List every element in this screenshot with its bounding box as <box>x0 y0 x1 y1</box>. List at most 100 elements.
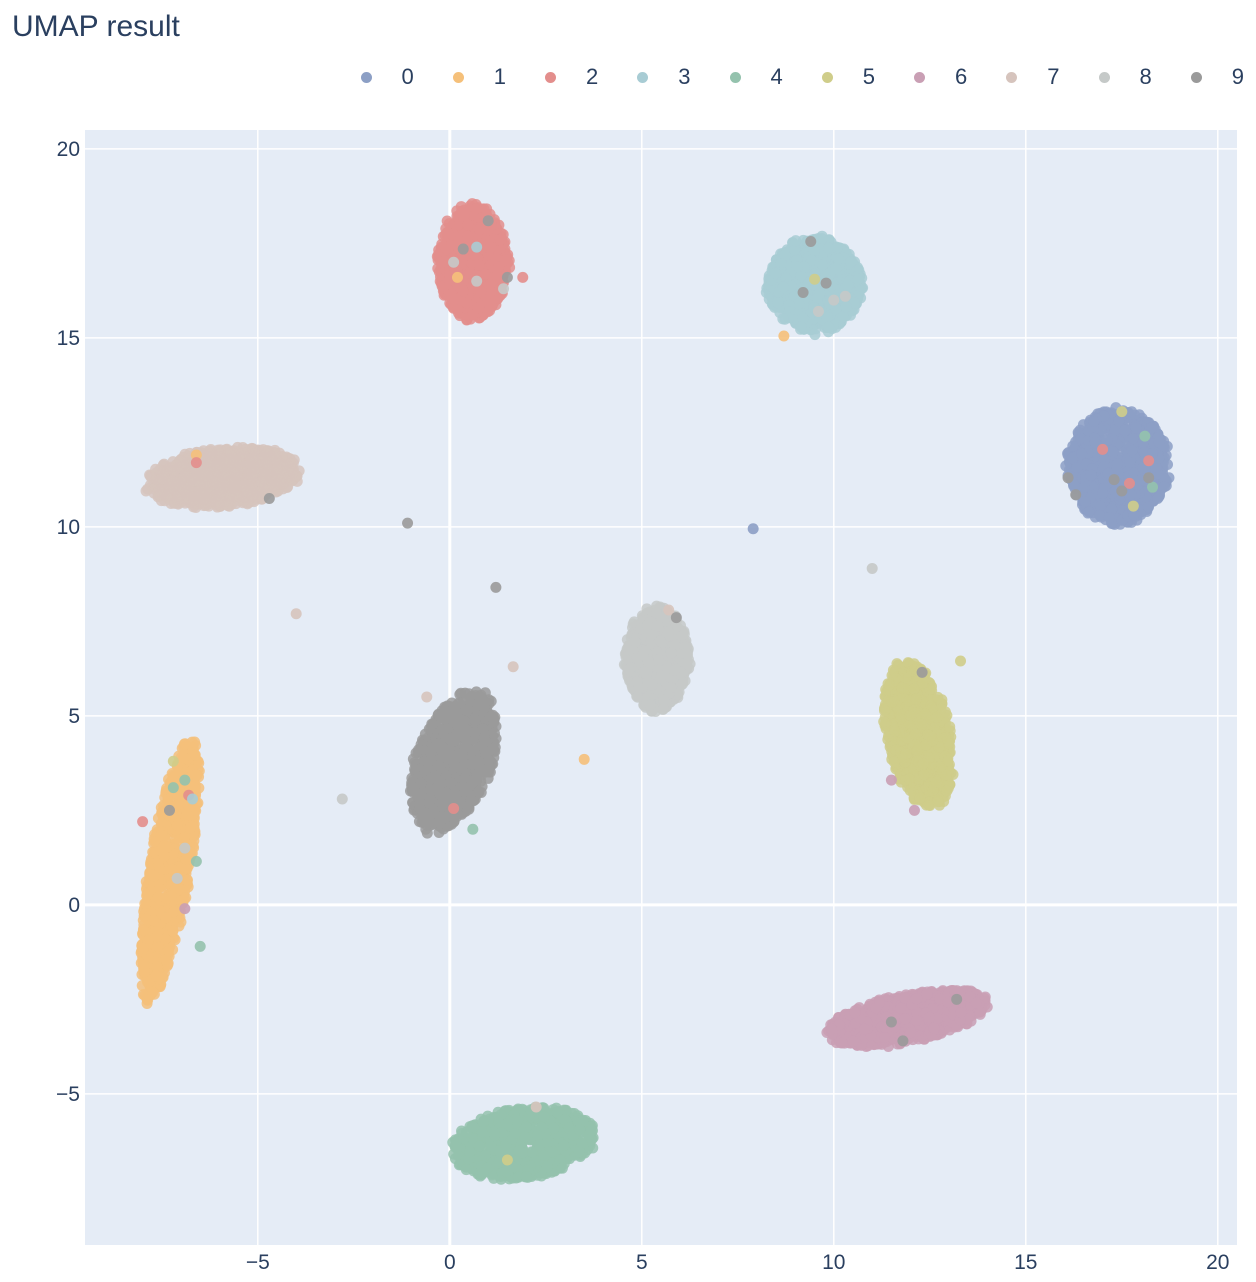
point-series-0 <box>1150 461 1162 473</box>
point-series-2 <box>473 259 485 271</box>
point-series-0 <box>1137 462 1149 474</box>
legend-marker <box>821 71 833 83</box>
legend[interactable]: 0 1 2 3 4 5 6 7 8 9 <box>322 64 1244 90</box>
point-series-1 <box>189 749 201 761</box>
point-series-0 <box>1071 462 1083 474</box>
point-series-4 <box>573 1146 585 1158</box>
point-series-0 <box>1079 496 1091 508</box>
point-series-4 <box>558 1139 570 1151</box>
legend-item-9[interactable]: 9 <box>1190 64 1244 90</box>
point-series-0 <box>1146 422 1158 434</box>
point-series-2 <box>481 203 493 215</box>
point-series-4 <box>538 1149 550 1161</box>
point-series-4 <box>556 1162 568 1174</box>
point-series-0 <box>1127 433 1139 445</box>
point-series-1 <box>138 924 150 936</box>
grid-lines <box>85 130 1237 1245</box>
legend-item-0[interactable]: 0 <box>360 64 414 90</box>
point-series-3 <box>772 297 784 309</box>
point-series-1 <box>178 752 190 764</box>
point-series-1 <box>150 970 162 982</box>
point-series-0 <box>1125 489 1137 501</box>
point-series-4 <box>532 1130 544 1142</box>
point-series-4 <box>460 1164 472 1176</box>
point-series-0 <box>1089 437 1101 449</box>
point-series-3 <box>832 253 844 265</box>
point-series-1 <box>190 769 202 781</box>
point-series-0 <box>1162 459 1174 471</box>
legend-label: 2 <box>586 64 599 89</box>
point-series-4 <box>533 1139 545 1151</box>
legend-item-5[interactable]: 5 <box>821 64 875 90</box>
point-series-3 <box>769 267 781 279</box>
point-series-2 <box>452 304 464 316</box>
legend-item-3[interactable]: 3 <box>637 64 691 90</box>
legend-label: 3 <box>678 64 691 89</box>
data-points <box>135 198 1175 1185</box>
point-series-1 <box>167 925 179 937</box>
point-series-1 <box>148 870 160 882</box>
legend-item-8[interactable]: 8 <box>1098 64 1152 90</box>
point-series-3 <box>789 244 801 256</box>
point-series-0 <box>1112 458 1124 470</box>
point-series-3 <box>830 263 842 275</box>
point-series-4 <box>449 1141 461 1153</box>
point-series-0 <box>1126 445 1138 457</box>
point-series-0 <box>1085 469 1097 481</box>
point-series-0 <box>1152 492 1164 504</box>
legend-label: 4 <box>770 64 783 89</box>
legend-label: 6 <box>955 64 968 89</box>
legend-marker <box>729 71 741 83</box>
legend-item-4[interactable]: 4 <box>729 64 783 90</box>
point-series-2 <box>503 255 515 267</box>
point-series-1 <box>173 798 185 810</box>
point-series-1 <box>141 997 153 1009</box>
point-series-1 <box>160 912 172 924</box>
point-series-2 <box>475 285 487 297</box>
legend-item-1[interactable]: 1 <box>452 64 506 90</box>
point-series-0 <box>1113 415 1125 427</box>
point-series-0 <box>1097 487 1109 499</box>
point-series-1 <box>147 914 159 926</box>
point-series-1 <box>158 840 170 852</box>
point-series-0 <box>1109 424 1121 436</box>
point-series-1 <box>138 966 150 978</box>
point-series-1 <box>152 892 164 904</box>
legend-item-2[interactable]: 2 <box>545 64 598 90</box>
point-series-0 <box>1153 436 1165 448</box>
point-series-0 <box>1130 422 1142 434</box>
point-series-2 <box>474 223 486 235</box>
point-series-1 <box>181 874 193 886</box>
point-series-1 <box>180 853 192 865</box>
point-series-3 <box>831 242 843 254</box>
legend-marker <box>545 71 556 83</box>
point-series-3 <box>840 301 852 313</box>
point-series-4 <box>541 1161 553 1173</box>
point-series-4 <box>520 1171 532 1183</box>
point-series-1 <box>168 770 180 782</box>
point-series-0 <box>1066 452 1078 464</box>
legend-marker <box>1006 71 1018 83</box>
point-series-0 <box>1060 460 1072 472</box>
point-series-0 <box>1094 500 1106 512</box>
point-series-2 <box>462 219 474 231</box>
point-series-3 <box>793 298 805 310</box>
point-series-1 <box>151 931 163 943</box>
point-series-4 <box>473 1140 485 1152</box>
legend-item-6[interactable]: 6 <box>914 64 967 90</box>
point-series-1 <box>184 822 196 834</box>
point-series-1 <box>163 945 175 957</box>
legend-marker <box>360 71 372 83</box>
point-series-1 <box>141 890 153 902</box>
point-series-2 <box>493 261 505 273</box>
point-series-3 <box>821 312 833 324</box>
point-series-3 <box>817 259 829 271</box>
point-series-0 <box>1128 509 1140 521</box>
legend-label: 0 <box>401 64 414 89</box>
point-series-4 <box>585 1124 597 1136</box>
legend-item-7[interactable]: 7 <box>1006 64 1060 90</box>
legend-marker <box>1098 71 1110 83</box>
point-series-1 <box>171 819 183 831</box>
point-series-0 <box>1076 448 1088 460</box>
point-series-0 <box>1126 406 1138 418</box>
